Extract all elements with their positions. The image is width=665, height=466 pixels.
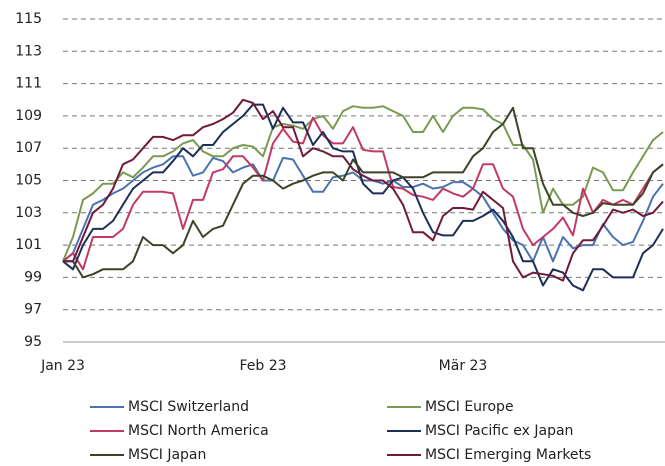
y-tick-label: 95: [24, 334, 42, 350]
series-line: [62, 116, 664, 271]
y-tick-label: 107: [15, 140, 42, 156]
legend-label: MSCI Emerging Markets: [425, 447, 591, 463]
y-tick-label: 97: [24, 302, 42, 318]
y-tick-label: 105: [15, 173, 42, 189]
y-tick-label: 109: [15, 108, 42, 124]
y-tick-label: 113: [15, 43, 42, 59]
y-tick-label: 103: [15, 205, 42, 221]
y-tick-label: 115: [15, 11, 42, 27]
y-tick-label: 101: [15, 237, 42, 253]
legend-label: MSCI Pacific ex Japan: [425, 423, 573, 439]
legend-label: MSCI Switzerland: [128, 399, 249, 415]
legend-label: MSCI Europe: [425, 399, 514, 415]
legend-label: MSCI North America: [128, 423, 269, 439]
series-line: [62, 103, 664, 292]
x-tick-label: Feb 23: [239, 358, 286, 374]
y-tick-label: 111: [15, 76, 42, 92]
x-tick-label: Jan 23: [40, 358, 85, 374]
legend-label: MSCI Japan: [128, 447, 206, 463]
series-line: [63, 106, 664, 279]
y-tick-label: 99: [24, 269, 42, 285]
x-tick-label: Mär 23: [439, 358, 488, 374]
series-line: [63, 98, 664, 282]
